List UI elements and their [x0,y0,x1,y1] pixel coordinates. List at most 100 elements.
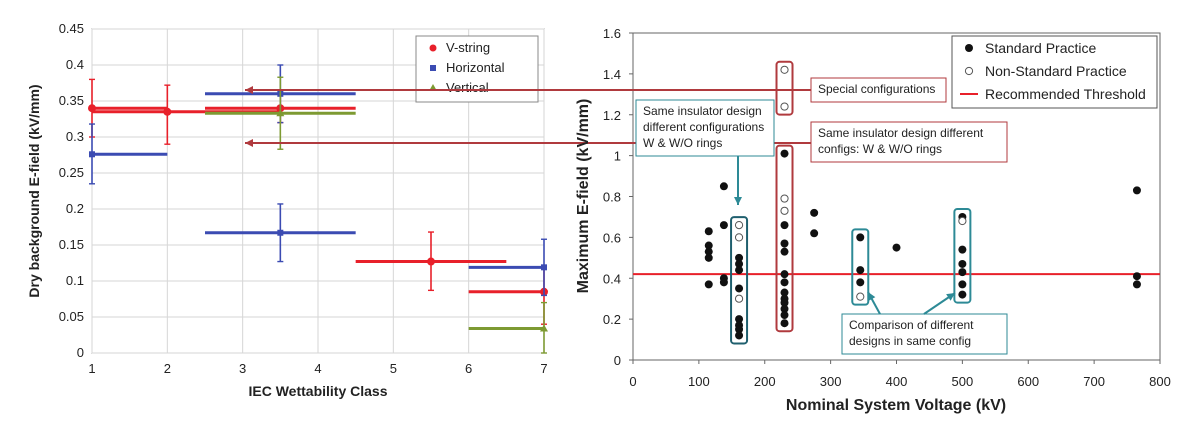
right-x-tick-label: 0 [629,374,636,389]
data-point-standard [780,319,789,328]
data-point-non-standard [734,233,744,242]
annotation-comparison-text: Comparison of different [849,318,974,332]
data-point-standard [780,270,789,279]
right-y-tick-label: 0.4 [603,271,621,286]
data-point-standard [856,233,865,242]
data-point-standard [704,253,713,262]
legend-label-threshold: Recommended Threshold [985,86,1146,102]
right-legend: Standard Practice Non-Standard Practice … [951,35,1158,109]
left-y-axis-label: Dry background E-field (kV/mm) [26,84,42,297]
group-box-161kv [730,216,749,345]
data-point-standard [958,259,967,268]
legend-label-horizontal: Horizontal [446,60,505,75]
data-point-standard [958,245,967,254]
left-y-tick-label: 0.05 [59,309,84,324]
data-point-horizontal [277,229,284,236]
data-point-standard [719,182,728,191]
data-point-standard [735,284,744,293]
right-x-axis-label: Nominal System Voltage (kV) [786,397,1006,414]
left-y-tick-label: 0.1 [66,273,84,288]
right-annotations: Special configurations Same insulator des… [245,60,1008,355]
annotation-same-design-box [635,99,775,157]
left-x-tick-label: 2 [164,361,171,376]
data-point-standard [1132,280,1141,289]
left-y-tick-label: 0.25 [59,165,84,180]
data-point-standard [780,298,789,307]
data-point-v-string [88,104,96,113]
left-x-tick-label: 6 [465,361,472,376]
legend-label-standard: Standard Practice [985,40,1096,56]
left-series-marks [88,64,548,354]
left-y-tick-label: 0.35 [59,93,84,108]
annotation-special-text: Special configurations [818,82,935,96]
data-point-standard [958,280,967,289]
left-y-tick-label: 0.15 [59,237,84,252]
data-point-horizontal [541,264,547,271]
data-point-vertical [540,324,548,332]
right-x-tick-label: 500 [952,374,974,389]
data-point-standard [892,243,901,252]
annotation-comparison-text: designs in same config [849,334,971,348]
annotation-comparison-box [841,313,1008,355]
right-y-tick-label: 1.4 [603,67,621,82]
right-x-tick-label: 800 [1149,374,1171,389]
legend-label-v-string: V-string [446,40,490,55]
left-x-axis-label: IEC Wettability Class [248,383,387,399]
data-point-standard [856,278,865,287]
annotation-special-box [810,77,947,103]
data-point-standard [704,280,713,289]
data-point-non-standard [780,206,789,215]
annotation-same-design-text: different configurations [643,120,764,134]
left-gridlines [91,28,545,354]
left-legend: V-string Horizontal Vertical [415,35,539,103]
right-y-tick-label: 0.6 [603,230,621,245]
left-y-tick-label: 0.2 [66,201,84,216]
data-point-standard [735,325,744,334]
data-point-standard [704,247,713,256]
data-point-standard [780,311,789,320]
data-point-standard [780,247,789,256]
left-y-tick-label: 0.4 [66,57,84,72]
data-point-standard [780,304,789,313]
annotation-comparison-b-arrow-head [946,293,955,301]
data-point-standard [1132,186,1141,195]
left-y-tick-label: 0.45 [59,21,84,36]
data-point-standard [735,253,744,262]
data-point-non-standard [734,221,744,230]
data-point-standard [780,278,789,287]
group-box-500kv [953,207,972,304]
data-point-non-standard [780,194,789,203]
left-x-tick-label: 7 [540,361,547,376]
right-legend-box [951,35,1158,109]
right-y-tick-label: 1.2 [603,108,621,123]
left-y-tick-label: 0 [77,345,84,360]
right-series-marks [704,65,1141,340]
right-y-tick-label: 0.2 [603,312,621,327]
data-point-standard [735,259,744,268]
annotation-same-design-text: W & W/O rings [643,136,722,150]
annotation-same-rings-text: configs: W & W/O rings [818,142,942,156]
right-x-tick-label: 700 [1083,374,1105,389]
data-point-standard [780,149,789,158]
right-y-tick-label: 0 [614,353,621,368]
left-x-tick-labels: 1 2 3 4 5 6 7 [88,361,547,376]
data-point-v-string [163,107,172,116]
data-point-non-standard [780,102,789,111]
data-point-standard [719,278,728,287]
right-x-tick-labels: 0 100 200 300 400 500 600 700 800 [629,360,1171,389]
data-point-standard [810,229,819,238]
right-x-tick-label: 100 [688,374,710,389]
data-point-standard [735,266,744,275]
group-box-230kv-special [775,60,794,116]
data-point-standard [780,221,789,230]
right-x-tick-label: 200 [754,374,776,389]
legend-marker-horizontal [430,65,436,71]
left-y-tick-label: 0.3 [66,129,84,144]
right-x-tick-label: 600 [1017,374,1039,389]
data-point-standard [735,331,744,340]
legend-marker-v-string [429,44,437,52]
data-point-standard [780,288,789,297]
data-point-standard [780,239,789,248]
left-x-tick-label: 5 [390,361,397,376]
